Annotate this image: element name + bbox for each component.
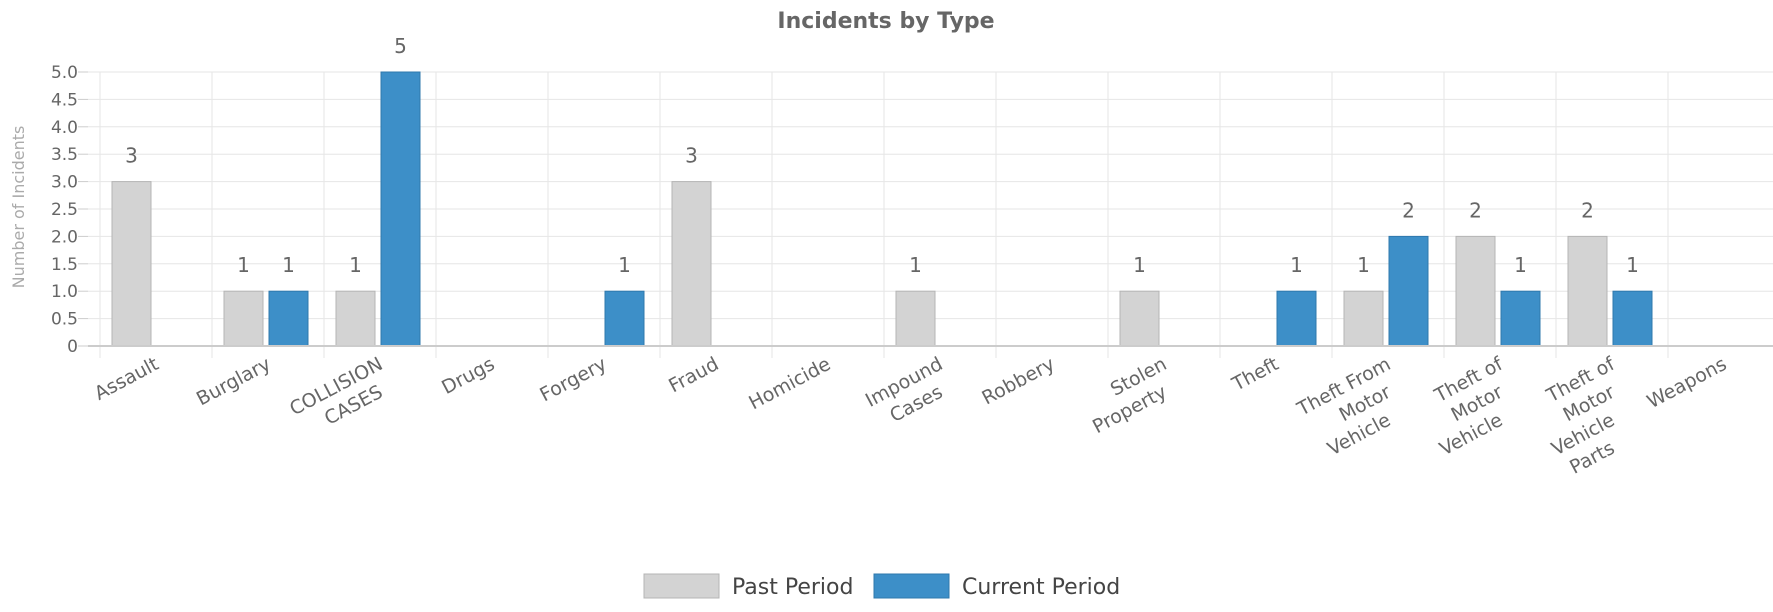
bar-current xyxy=(1276,290,1317,347)
data-label: 2 xyxy=(1581,198,1594,222)
y-tick-label: 1.0 xyxy=(51,282,78,302)
x-tick-label-group: Burglary xyxy=(193,353,274,410)
bars xyxy=(111,71,1653,347)
x-tick-label-group: Forgery xyxy=(536,353,610,406)
y-tick-label: 0.5 xyxy=(51,310,78,330)
y-axis-title: Number of Incidents xyxy=(9,126,28,289)
x-tick-label-group: Drugs xyxy=(438,353,498,399)
data-label: 1 xyxy=(1514,253,1527,277)
x-tick-label: Theft xyxy=(1228,353,1283,396)
y-tick-label: 3.0 xyxy=(51,173,78,193)
data-label: 3 xyxy=(685,144,698,168)
bar-current xyxy=(604,290,645,347)
data-label: 3 xyxy=(125,144,138,168)
legend-swatch-current[interactable] xyxy=(873,573,950,599)
y-tick-label: 5.0 xyxy=(51,63,78,83)
bar-current xyxy=(268,290,309,347)
bar-past xyxy=(1119,290,1160,347)
data-label: 5 xyxy=(394,34,407,58)
x-tick-label: Fraud xyxy=(665,353,722,397)
data-label: 2 xyxy=(1402,198,1415,222)
bar-past xyxy=(1567,235,1608,347)
bar-past xyxy=(895,290,936,347)
x-tick-label: Forgery xyxy=(536,353,610,406)
y-tick-label: 2.5 xyxy=(51,200,78,220)
bar-past xyxy=(335,290,376,347)
data-labels: 3 1 1 1 5 1 3 1 1 1 1 2 2 1 2 1 xyxy=(125,34,1639,277)
chart-title: Incidents by Type xyxy=(777,9,994,34)
x-tick-label-group: Fraud xyxy=(665,353,722,397)
data-label: 1 xyxy=(349,253,362,277)
x-tick-label: Robbery xyxy=(978,353,1058,409)
x-tick-label-group: Homicide xyxy=(745,353,834,414)
y-tick-label: 3.5 xyxy=(51,145,78,165)
x-tick-label-group: Robbery xyxy=(978,353,1058,409)
bar-current xyxy=(380,71,421,347)
data-label: 1 xyxy=(282,253,295,277)
x-tick-label: Burglary xyxy=(193,353,274,410)
y-axis-ticks: 0 0.5 1.0 1.5 2.0 2.5 3.0 3.5 4.0 4.5 5.0 xyxy=(51,63,78,357)
x-tick-label: Drugs xyxy=(438,353,498,399)
bar-current xyxy=(1612,290,1653,347)
y-tick-label: 0 xyxy=(67,337,78,357)
data-label: 2 xyxy=(1469,198,1482,222)
x-tick-label: Assault xyxy=(91,353,162,405)
legend[interactable]: Past Period Current Period xyxy=(643,573,1120,600)
y-tick-label: 4.0 xyxy=(51,118,78,138)
data-label: 1 xyxy=(1290,253,1303,277)
y-tick-label: 2.0 xyxy=(51,227,78,247)
data-label: 1 xyxy=(1133,253,1146,277)
data-label: 1 xyxy=(237,253,250,277)
bar-current xyxy=(1388,235,1429,347)
bar-past xyxy=(223,290,264,347)
legend-label-past[interactable]: Past Period xyxy=(732,575,853,600)
y-tick-label: 4.5 xyxy=(51,90,78,110)
bar-past xyxy=(671,181,712,347)
bar-current xyxy=(1500,290,1541,347)
bar-past xyxy=(111,181,152,347)
x-tick-label-group: Assault xyxy=(91,353,162,405)
data-label: 1 xyxy=(1357,253,1370,277)
x-tick-label-group: Theft xyxy=(1228,353,1283,396)
y-tick-label: 1.5 xyxy=(51,255,78,275)
data-label: 1 xyxy=(618,253,631,277)
data-label: 1 xyxy=(909,253,922,277)
bar-past xyxy=(1455,235,1496,347)
x-tick-label-group: Weapons xyxy=(1644,353,1731,413)
x-tick-label: Homicide xyxy=(745,353,834,414)
bar-past xyxy=(1343,290,1384,347)
legend-swatch-past[interactable] xyxy=(643,573,720,599)
x-tick-label: Weapons xyxy=(1644,353,1731,413)
data-label: 1 xyxy=(1626,253,1639,277)
legend-label-current[interactable]: Current Period xyxy=(962,575,1120,600)
